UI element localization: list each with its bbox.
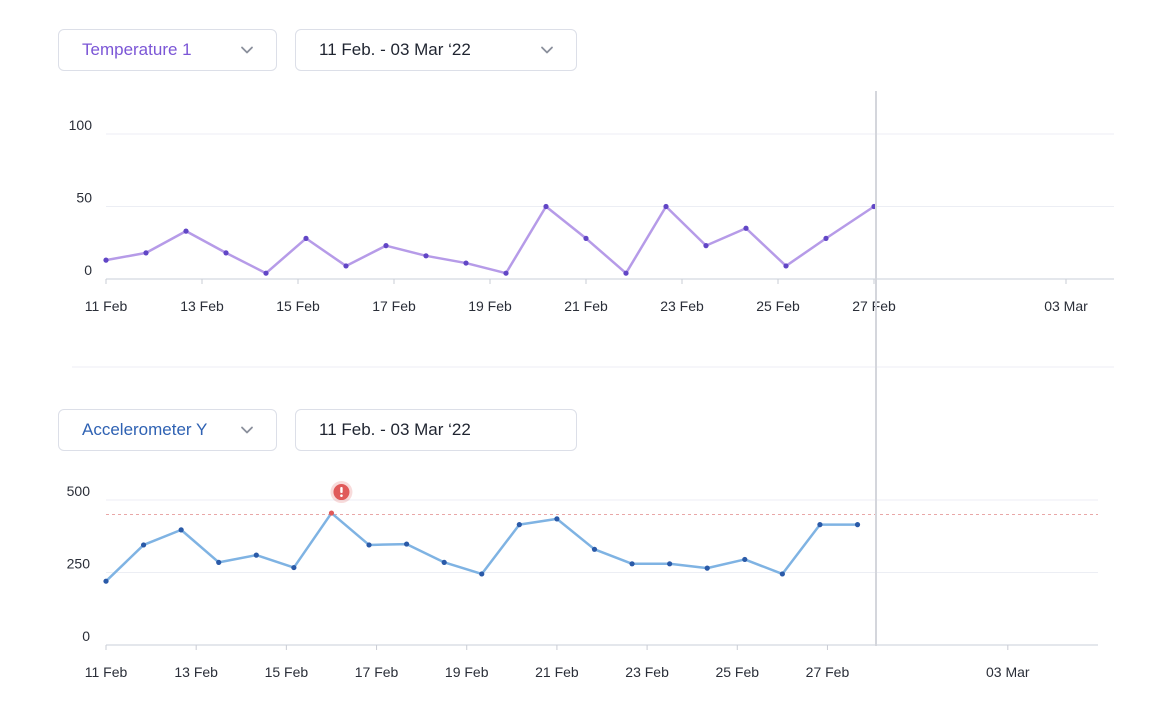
x-tick-label: 03 Mar — [986, 664, 1030, 680]
x-tick-label: 15 Feb — [276, 298, 320, 314]
x-tick-label: 19 Feb — [468, 298, 512, 314]
y-tick-label: 500 — [67, 483, 91, 499]
y-tick-label: 100 — [69, 117, 93, 133]
x-tick-label: 25 Feb — [756, 298, 800, 314]
data-point[interactable] — [516, 522, 522, 528]
y-tick-label: 250 — [67, 556, 91, 572]
x-tick-label: 13 Feb — [174, 664, 218, 680]
data-point[interactable] — [743, 225, 749, 231]
x-tick-label: 17 Feb — [355, 664, 399, 680]
data-point[interactable] — [817, 522, 823, 528]
x-tick-label: 11 Feb — [85, 664, 128, 680]
data-point[interactable] — [253, 552, 259, 558]
data-point[interactable] — [216, 559, 222, 565]
data-point[interactable] — [854, 522, 861, 528]
data-point[interactable] — [583, 235, 589, 241]
sensor-select-temperature[interactable]: Temperature 1 — [58, 29, 277, 71]
data-point[interactable] — [183, 228, 189, 234]
sensor-select-accelerometer[interactable]: Accelerometer Y — [58, 409, 277, 451]
data-point[interactable] — [663, 203, 669, 210]
data-point[interactable] — [703, 243, 709, 249]
x-tick-label: 15 Feb — [265, 664, 309, 680]
x-tick-label: 23 Feb — [625, 664, 669, 680]
data-point[interactable] — [103, 257, 109, 263]
series-line — [104, 205, 876, 275]
date-range-select-temperature[interactable]: 11 Feb. - 03 Mar ‘22 — [295, 29, 577, 71]
data-point[interactable] — [223, 250, 229, 256]
alert-data-point[interactable] — [328, 510, 335, 516]
data-point[interactable] — [404, 541, 410, 547]
data-point[interactable] — [629, 561, 635, 567]
sensor-select-label: Accelerometer Y — [82, 420, 208, 439]
x-tick-label: 27 Feb — [806, 664, 850, 680]
data-point[interactable] — [704, 565, 710, 571]
x-tick-label: 17 Feb — [372, 298, 416, 314]
data-point[interactable] — [554, 516, 560, 522]
data-point[interactable] — [463, 260, 469, 266]
date-range-label: 11 Feb. - 03 Mar ‘22 — [319, 420, 471, 439]
accelerometer-chart: 0 250 500 11 Feb 13 Feb 15 Feb 17 Feb 19 Feb 21 … — [67, 481, 1098, 680]
x-tick-label: 13 Feb — [180, 298, 224, 314]
chevron-down-icon — [240, 423, 254, 437]
data-point[interactable] — [178, 527, 184, 533]
data-point[interactable] — [263, 270, 269, 276]
sensor-select-label: Temperature 1 — [82, 40, 192, 59]
data-point[interactable] — [783, 263, 789, 269]
data-point[interactable] — [343, 263, 349, 269]
x-tick-label: 03 Mar — [1044, 298, 1088, 314]
x-tick-label: 11 Feb — [85, 298, 128, 314]
data-point[interactable] — [140, 542, 147, 548]
data-point[interactable] — [667, 561, 673, 567]
data-point[interactable] — [366, 542, 372, 548]
data-point[interactable] — [441, 559, 447, 565]
data-point[interactable] — [423, 253, 429, 259]
y-tick-label: 50 — [76, 190, 92, 206]
data-point[interactable] — [779, 571, 785, 577]
data-point[interactable] — [291, 564, 297, 571]
chevron-down-icon — [240, 43, 254, 57]
data-point[interactable] — [103, 578, 109, 584]
series-line — [104, 511, 859, 583]
data-point[interactable] — [479, 571, 485, 577]
date-range-label: 11 Feb. - 03 Mar ‘22 — [319, 40, 471, 59]
x-tick-label: 19 Feb — [445, 664, 489, 680]
y-tick-label: 0 — [84, 262, 92, 278]
data-point[interactable] — [383, 243, 389, 249]
data-point[interactable] — [503, 270, 509, 276]
y-tick-label: 0 — [82, 628, 90, 644]
data-point[interactable] — [742, 556, 748, 563]
x-tick-label: 21 Feb — [564, 298, 608, 314]
data-point[interactable] — [543, 203, 549, 210]
x-tick-label: 23 Feb — [660, 298, 704, 314]
data-point[interactable] — [143, 250, 149, 256]
x-tick-label: 27 Feb — [852, 298, 896, 314]
alert-icon[interactable] — [330, 481, 353, 504]
x-tick-label: 21 Feb — [535, 664, 579, 680]
data-point[interactable] — [823, 235, 829, 241]
data-point[interactable] — [591, 546, 598, 552]
temperature-chart: 0 50 100 11 Feb 13 Feb 15 Feb 17 Feb 19 Feb 21 F… — [69, 117, 1114, 314]
data-point[interactable] — [623, 270, 629, 276]
chevron-down-icon — [540, 43, 554, 57]
date-range-select-accelerometer[interactable]: 11 Feb. - 03 Mar ‘22 — [295, 409, 577, 451]
data-point[interactable] — [303, 235, 309, 241]
x-tick-label: 25 Feb — [715, 664, 759, 680]
